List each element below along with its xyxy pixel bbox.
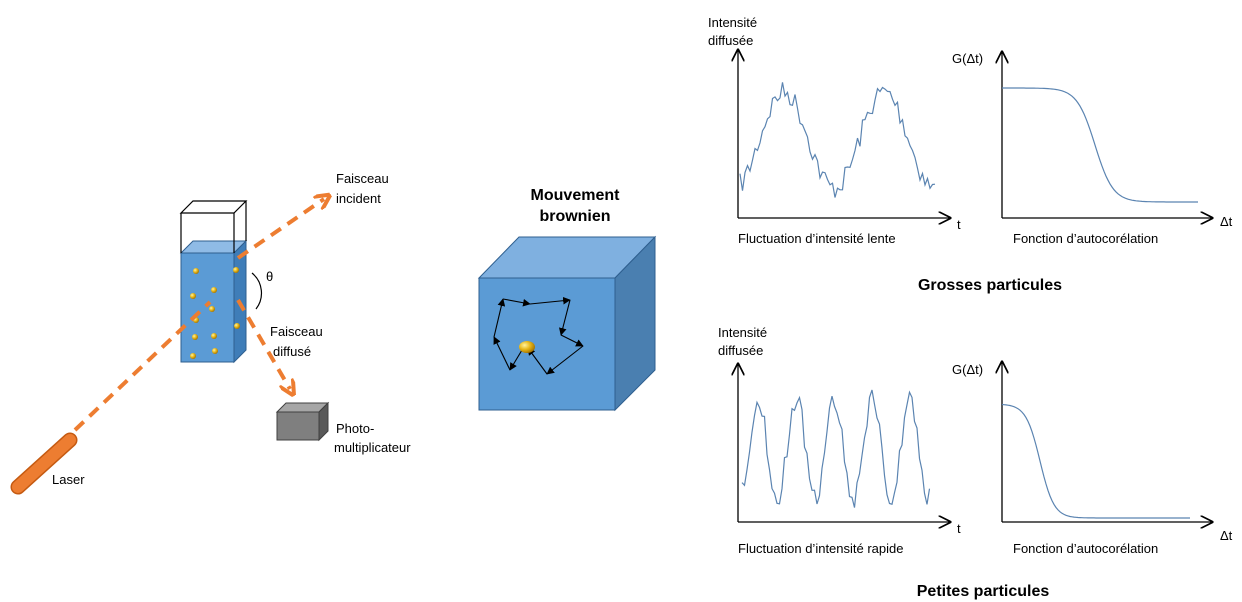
detector-label-2: multiplicateur <box>334 440 411 455</box>
brownian-group: Mouvement brownien <box>477 187 657 412</box>
large-intensity-ylabel-2: diffusée <box>708 33 753 48</box>
scattered-beam-arrow <box>236 298 290 389</box>
large-intensity-caption: Fluctuation d’intensité lente <box>738 231 896 246</box>
small-autocorr-caption: Fonction d’autocorélation <box>1013 541 1158 556</box>
large-autocorr-ylabel: G(Δt) <box>952 51 983 66</box>
small-section-title: Petites particules <box>917 583 1050 600</box>
setup-group: θ Laser Photo- multiplicateur Faisceau i… <box>10 171 411 495</box>
large-particles-panel: Intensité diffusée t Fluctuation d’inten… <box>708 15 1233 294</box>
small-intensity-ylabel-1: Intensité <box>718 325 767 340</box>
small-intensity-caption: Fluctuation d’intensité rapide <box>738 541 904 556</box>
brownian-title-1: Mouvement <box>531 187 621 204</box>
angle-arc <box>251 272 263 310</box>
incident-beam-arrow <box>236 199 324 260</box>
small-autocorr-curve <box>1001 403 1190 519</box>
scattered-label-1: Faisceau <box>270 324 323 339</box>
small-autocorr-ylabel: G(Δt) <box>952 362 983 377</box>
brownian-title-2: brownien <box>539 208 610 225</box>
particles <box>190 267 240 359</box>
large-autocorr-curve <box>1002 87 1198 203</box>
large-section-title: Grosses particules <box>918 277 1062 294</box>
laser-label: Laser <box>52 472 85 487</box>
photomultiplier-icon <box>275 401 330 442</box>
large-intensity-signal <box>739 82 936 198</box>
brownian-path <box>493 296 584 375</box>
small-intensity-signal <box>741 389 931 508</box>
angle-label: θ <box>266 269 273 284</box>
small-particles-panel: Intensité diffusée t Fluctuation d’inten… <box>718 325 1233 600</box>
small-intensity-ylabel-2: diffusée <box>718 343 763 358</box>
cuvette <box>179 200 248 364</box>
detector-label-1: Photo- <box>336 421 374 436</box>
small-autocorr-xlabel: Δt <box>1220 528 1233 543</box>
incident-label-1: Faisceau <box>336 171 389 186</box>
large-autocorr-xlabel: Δt <box>1220 214 1233 229</box>
large-autocorr-caption: Fonction d’autocorélation <box>1013 231 1158 246</box>
small-intensity-xlabel: t <box>957 521 961 536</box>
laser-beam <box>73 300 212 432</box>
incident-label-2: incident <box>336 191 381 206</box>
large-intensity-xlabel: t <box>957 217 961 232</box>
scattered-label-2: diffusé <box>273 344 311 359</box>
cube <box>477 235 657 412</box>
particle <box>519 341 535 353</box>
laser-icon <box>10 432 78 495</box>
large-intensity-ylabel-1: Intensité <box>708 15 757 30</box>
